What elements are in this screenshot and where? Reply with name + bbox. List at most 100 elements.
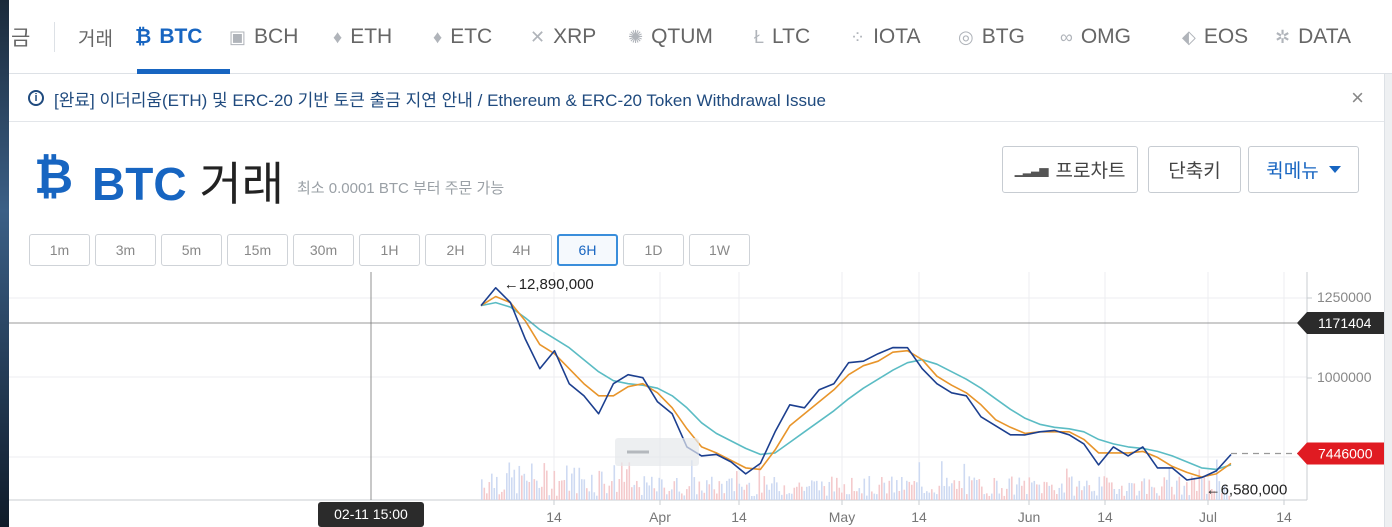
volume-bar bbox=[1076, 486, 1078, 500]
volume-bar bbox=[973, 477, 976, 500]
volume-bar bbox=[1221, 493, 1223, 500]
volume-bar bbox=[768, 489, 771, 500]
volume-bar bbox=[666, 494, 668, 500]
tab-iota[interactable]: ⁘ IOTA bbox=[850, 0, 921, 74]
volume-bar bbox=[963, 463, 966, 500]
volume-bar bbox=[1056, 494, 1058, 500]
volume-bar bbox=[653, 488, 656, 500]
tab-eth[interactable]: ♦ ETH bbox=[333, 0, 392, 74]
interval-button-30m[interactable]: 30m bbox=[293, 234, 354, 266]
volume-bar bbox=[1171, 486, 1173, 500]
volume-bar bbox=[683, 495, 686, 500]
volume-bar bbox=[848, 494, 851, 500]
volume-bar bbox=[493, 488, 496, 500]
interval-button-15m[interactable]: 15m bbox=[227, 234, 288, 266]
volume-bar bbox=[1036, 484, 1038, 500]
caret-down-icon bbox=[1328, 166, 1341, 173]
close-icon[interactable]: × bbox=[1351, 85, 1364, 110]
volume-bar bbox=[481, 479, 483, 500]
tab-label: IOTA bbox=[873, 25, 921, 48]
y-tick-label: 1000000 bbox=[1317, 369, 1372, 385]
volume-bar bbox=[1206, 493, 1208, 500]
interval-button-6h[interactable]: 6H bbox=[557, 234, 618, 266]
price-chart-svg[interactable]: 1250000 1000000 14 Apr 14 May 14 Jun 14 Jul 14 ←12,… bbox=[9, 272, 1384, 527]
volume-bar bbox=[1028, 477, 1031, 500]
tab-bch[interactable]: ▣ BCH bbox=[229, 0, 298, 74]
volume-bar bbox=[763, 476, 766, 500]
tab-xrp[interactable]: ✕ XRP bbox=[530, 0, 596, 74]
volume-bar bbox=[713, 489, 716, 500]
volume-bar bbox=[1143, 478, 1146, 500]
volume-bar bbox=[891, 476, 893, 500]
price-chart[interactable]: 1250000 1000000 14 Apr 14 May 14 Jun 14 Jul 14 ←12,… bbox=[9, 272, 1384, 527]
volume-bar bbox=[816, 480, 818, 500]
volume-bar bbox=[668, 490, 671, 500]
tab-btg[interactable]: ◎ BTG bbox=[958, 0, 1025, 74]
tab-omg[interactable]: ∞ OMG bbox=[1060, 0, 1131, 74]
tab-btc[interactable]: ₿ BTC bbox=[135, 0, 202, 74]
volume-bar bbox=[878, 484, 881, 500]
tab-qtum[interactable]: ✺ QTUM bbox=[628, 0, 713, 74]
volume-bar bbox=[1218, 481, 1221, 500]
volume-bar bbox=[1033, 480, 1036, 500]
volume-bar bbox=[1093, 490, 1096, 500]
interval-button-1h[interactable]: 1H bbox=[359, 234, 420, 266]
volume-bar bbox=[1008, 478, 1011, 500]
interval-button-3m[interactable]: 3m bbox=[95, 234, 156, 266]
ethereum-classic-icon: ♦ bbox=[433, 26, 443, 47]
volume-bar bbox=[803, 490, 806, 500]
tab-label: EOS bbox=[1203, 25, 1249, 48]
crosshair-price-label: 1171404 bbox=[1318, 315, 1372, 331]
interval-button-2h[interactable]: 2H bbox=[425, 234, 486, 266]
volume-bar bbox=[793, 487, 796, 500]
volume-bar bbox=[773, 477, 776, 500]
tab-label: LTC bbox=[772, 25, 811, 48]
volume-bar bbox=[808, 486, 811, 500]
min-order-note: 최소 0.0001 BTC 부터 주문 가능 bbox=[297, 180, 505, 197]
ripple-icon: ✕ bbox=[530, 26, 546, 47]
tab-etc[interactable]: ♦ ETC bbox=[433, 0, 492, 74]
zoom-control[interactable] bbox=[615, 438, 699, 466]
notice-link[interactable]: [완료] 이더리움(ETH) 및 ERC-20 기반 토큰 출금 지연 안내 /… bbox=[54, 90, 826, 110]
volume-bar bbox=[636, 480, 638, 500]
volume-bar bbox=[1223, 485, 1226, 500]
interval-button-1d[interactable]: 1D bbox=[623, 234, 684, 266]
volume-bar bbox=[551, 488, 553, 500]
tab-partial[interactable]: 금 bbox=[11, 0, 30, 74]
volume-bar bbox=[1086, 480, 1088, 500]
interval-button-1m[interactable]: 1m bbox=[29, 234, 90, 266]
volume-bar bbox=[1193, 477, 1196, 500]
tab-data[interactable]: ✲ DATA bbox=[1275, 0, 1351, 74]
tab-exchange[interactable]: 거래 bbox=[78, 0, 113, 74]
volume-bar bbox=[631, 487, 633, 500]
tab-label: ETH bbox=[350, 25, 393, 48]
volume-bar bbox=[926, 491, 928, 500]
volume-bar bbox=[706, 480, 708, 500]
interval-button-1w[interactable]: 1W bbox=[689, 234, 750, 266]
pro-chart-button[interactable]: ▁▂▃▅ 프로차트 bbox=[1002, 146, 1138, 193]
volume-bar bbox=[921, 486, 923, 500]
volume-bar bbox=[546, 470, 548, 500]
volume-bar bbox=[911, 484, 913, 500]
quick-menu-button[interactable]: 퀵메뉴 bbox=[1248, 146, 1359, 193]
volume-bar bbox=[503, 489, 506, 500]
volume-bar bbox=[483, 487, 486, 500]
volume-bar bbox=[1123, 495, 1126, 500]
interval-button-5m[interactable]: 5m bbox=[161, 234, 222, 266]
interval-button-4h[interactable]: 4H bbox=[491, 234, 552, 266]
bitcoin-logo-icon: ₿ bbox=[34, 151, 74, 204]
volume-bar bbox=[1043, 481, 1046, 500]
volume-bar bbox=[1203, 477, 1206, 500]
volume-bar bbox=[1073, 495, 1076, 500]
tab-ltc[interactable]: Ł LTC bbox=[754, 0, 810, 74]
volume-bar bbox=[1096, 495, 1098, 500]
volume-bar bbox=[876, 494, 878, 500]
shortcuts-button[interactable]: 단축키 bbox=[1148, 146, 1241, 193]
volume-bar bbox=[898, 491, 901, 500]
volume-bar bbox=[746, 484, 748, 500]
crosshair-time-label: 02-11 15:00 bbox=[334, 506, 408, 522]
tab-eos[interactable]: ⬖ EOS bbox=[1182, 0, 1248, 74]
volume-bar bbox=[508, 462, 511, 500]
volume-bar bbox=[1061, 483, 1063, 500]
volume-bar bbox=[866, 495, 868, 500]
